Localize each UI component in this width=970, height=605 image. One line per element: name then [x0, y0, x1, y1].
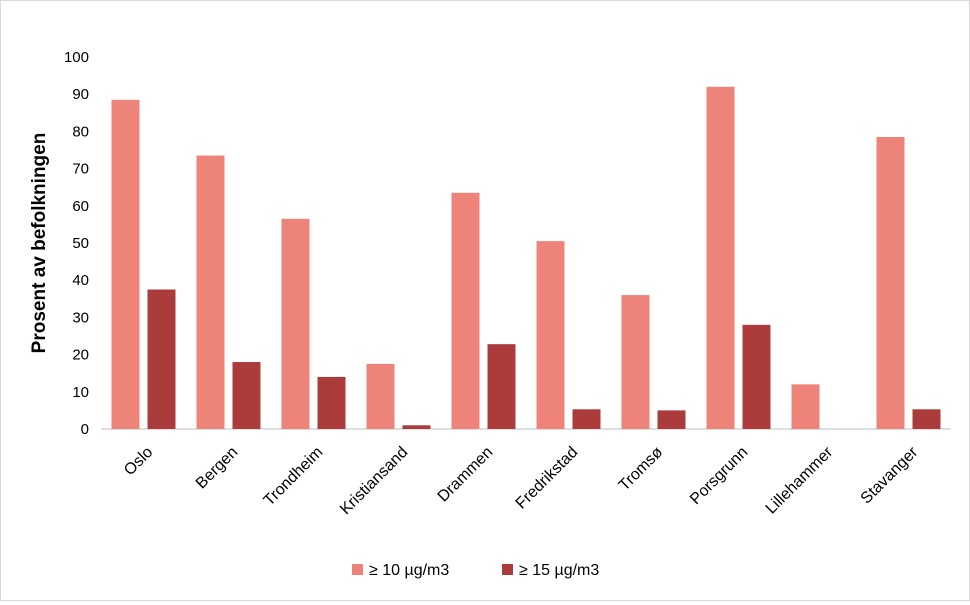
bar-kristiansand-series-1	[366, 363, 395, 429]
category-label-stavanger: Stavanger	[858, 443, 922, 507]
bars	[111, 86, 941, 430]
bar-porsgrunn-series-1	[706, 86, 735, 429]
y-axis-label: Prosent av befolkningen	[29, 133, 50, 354]
y-tick-label: 80	[72, 123, 89, 140]
bar-stavanger-series-2	[912, 409, 941, 429]
y-tick-label: 40	[72, 272, 89, 289]
y-tick-label: 20	[72, 347, 89, 364]
y-tick-label: 100	[64, 49, 89, 66]
category-label-drammen: Drammen	[435, 444, 497, 506]
bar-lillehammer-series-1	[791, 384, 820, 429]
y-tick-label: 0	[81, 421, 89, 438]
category-labels: Oslo Bergen Trondheim Kristiansand Drammen Fr…	[121, 443, 922, 518]
bar-kristiansand-series-2	[402, 425, 431, 429]
category-label-trondheim: Trondheim	[261, 444, 327, 510]
legend-label-series-1: ≥ 10 µg/m3	[369, 562, 449, 579]
bar-porsgrunn-series-2	[742, 324, 771, 429]
bar-bergen-series-1	[196, 155, 225, 429]
category-label-kristiansand: Kristiansand	[337, 444, 411, 518]
bar-tromsø-series-2	[657, 410, 686, 429]
legend: ≥ 10 µg/m3 ≥ 15 µg/m3	[352, 562, 599, 579]
y-tick-label: 50	[72, 235, 89, 252]
category-label-lillehammer: Lillehammer	[763, 443, 837, 517]
category-label-tromsø: Tromsø	[616, 444, 667, 495]
bar-oslo-series-1	[111, 99, 140, 429]
bar-trondheim-series-2	[317, 376, 346, 429]
legend-label-series-2: ≥ 15 µg/m3	[519, 562, 599, 579]
bar-stavanger-series-1	[876, 136, 905, 430]
bar-oslo-series-2	[147, 289, 176, 429]
y-tick-label: 90	[72, 86, 89, 103]
y-axis-ticks: 0 10 20 30 40 50 60 70 80 90 100	[64, 49, 89, 438]
bar-fredrikstad-series-2	[572, 409, 601, 429]
y-tick-label: 60	[72, 198, 89, 215]
bar-tromsø-series-1	[621, 295, 650, 429]
bar-trondheim-series-1	[281, 218, 310, 429]
bar-fredrikstad-series-1	[536, 241, 565, 429]
category-label-fredrikstad: Fredrikstad	[513, 444, 582, 513]
legend-swatch-series-2	[502, 564, 513, 575]
bar-drammen-series-2	[487, 344, 516, 429]
bar-bergen-series-2	[232, 362, 261, 429]
y-tick-label: 30	[72, 309, 89, 326]
bar-drammen-series-1	[451, 192, 480, 429]
category-label-oslo: Oslo	[121, 444, 156, 479]
category-label-bergen: Bergen	[193, 444, 242, 493]
y-tick-label: 10	[72, 384, 89, 401]
y-tick-label: 70	[72, 161, 89, 178]
legend-swatch-series-1	[352, 564, 363, 575]
category-label-porsgrunn: Porsgrunn	[687, 444, 751, 508]
